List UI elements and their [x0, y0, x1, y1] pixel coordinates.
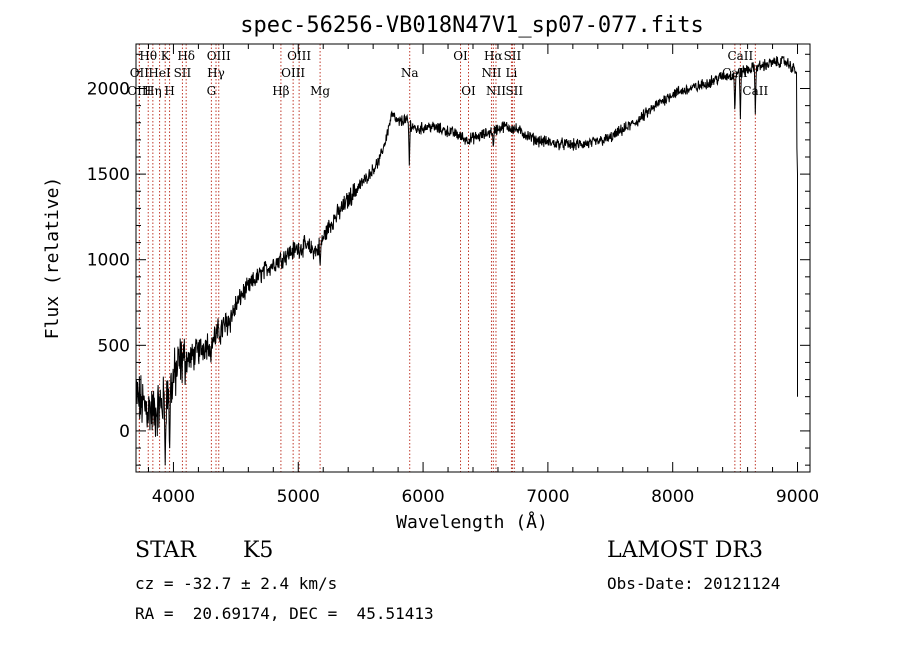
- line-marker-label: Hβ: [272, 84, 289, 98]
- y-axis-label: Flux (relative): [42, 177, 63, 340]
- y-tick-label: 1500: [87, 165, 130, 185]
- redshift-readout: cz = -32.7 ± 2.4 km/s: [135, 574, 338, 593]
- x-axis-label: Wavelength (Å): [396, 511, 548, 533]
- line-marker-label: H: [164, 84, 174, 98]
- line-marker-label: OIII: [281, 66, 305, 80]
- line-marker-label: Hη: [144, 84, 162, 98]
- line-marker-label: OIII: [287, 49, 311, 63]
- x-tick-label: 8000: [651, 487, 694, 507]
- x-tick-label: 5000: [277, 487, 320, 507]
- x-tick-label: 7000: [526, 487, 569, 507]
- x-tick-label: 9000: [776, 487, 819, 507]
- x-tick-label: 6000: [401, 487, 444, 507]
- line-marker-label: NII: [481, 66, 501, 80]
- y-tick-label: 2000: [87, 80, 130, 100]
- plot-frame: [135, 43, 811, 473]
- chart-title: spec-56256-VB018N47V1_sp07-077.fits: [240, 13, 704, 38]
- line-marker-label: G: [207, 84, 217, 98]
- y-tick-label: 1000: [87, 251, 130, 271]
- y-axis: 0 500 1000 1500 2000: [87, 53, 810, 466]
- subclass-label: K5: [243, 538, 274, 563]
- spectrum-series-line: [135, 56, 798, 466]
- x-tick-label: 4000: [152, 487, 195, 507]
- y-tick-label: 0: [119, 422, 130, 442]
- obs-date-readout: Obs-Date: 20121124: [607, 574, 781, 593]
- line-marker-label: Hθ: [139, 49, 157, 63]
- line-marker-label: Mg: [310, 84, 330, 98]
- x-axis: 4000 5000 6000 7000 8000 9000: [147, 44, 819, 507]
- line-marker-label: Na: [401, 66, 419, 80]
- line-marker-label: Hα: [484, 49, 503, 63]
- line-marker-label: NII: [486, 84, 506, 98]
- line-marker-group: [138, 44, 756, 472]
- line-marker-label: K: [161, 49, 171, 63]
- y-tick-label: 500: [98, 336, 130, 356]
- line-marker-label: OII: [130, 66, 150, 80]
- line-marker-label: SII: [505, 84, 523, 98]
- line-marker-label: OIII: [127, 84, 151, 98]
- spectrum-chart: spec-56256-VB018N47V1_sp07-077.fits Hθ OI…: [42, 13, 819, 533]
- line-marker-label: HeI: [148, 66, 171, 80]
- line-marker-label: OIII: [207, 49, 231, 63]
- line-marker-label: Li: [506, 66, 518, 80]
- line-marker-label: Hδ: [177, 49, 195, 63]
- line-marker-label: SII: [174, 66, 192, 80]
- line-marker-label: CaII: [727, 49, 753, 63]
- class-label: STAR: [135, 538, 196, 563]
- line-marker-label: Hγ: [207, 66, 225, 80]
- line-marker-label: OI: [461, 84, 476, 98]
- line-marker-label: SII: [504, 49, 522, 63]
- survey-label: LAMOST DR3: [607, 538, 763, 563]
- coordinates-readout: RA = 20.69174, DEC = 45.51413: [135, 604, 434, 623]
- line-marker-label: OI: [453, 49, 468, 63]
